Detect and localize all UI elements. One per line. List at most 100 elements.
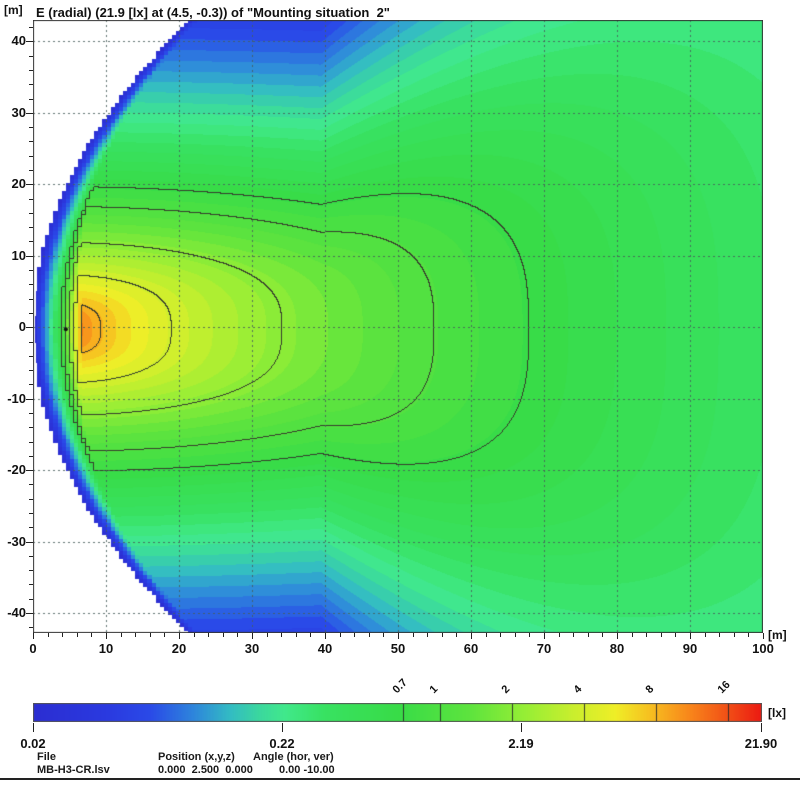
angle-value: 0.00 -10.00 (279, 764, 335, 776)
y-axis-tick (29, 198, 33, 200)
x-axis-tick (266, 633, 268, 637)
y-axis-tick (26, 612, 33, 614)
colorbar-contour-label: 0.7 (391, 677, 429, 700)
colorbar-scale-tick (32, 723, 34, 732)
colorbar-scale-label: 0.02 (20, 736, 46, 751)
x-axis-tick (120, 633, 122, 637)
x-axis-tick (704, 633, 706, 637)
position-value: 0.000 2.500 0.000 (158, 764, 253, 776)
x-axis-tick (295, 633, 297, 637)
x-axis-tick (528, 633, 530, 637)
y-axis-tick (29, 369, 33, 371)
colorbar-unit-label: [lx] (768, 706, 786, 720)
x-axis-tick (499, 633, 501, 637)
x-tick-label: 90 (682, 641, 698, 656)
x-tick-label: 0 (29, 641, 37, 656)
y-axis-tick (26, 326, 33, 328)
y-axis-tick (29, 426, 33, 428)
y-tick-label: 30 (11, 105, 26, 120)
y-axis-tick (29, 283, 33, 285)
x-axis-tick (470, 633, 472, 639)
y-axis-tick (29, 455, 33, 457)
y-axis-tick (29, 483, 33, 485)
x-tick-label: 30 (244, 641, 260, 656)
x-axis-tick (353, 633, 355, 637)
y-axis-tick (29, 412, 33, 414)
y-axis-tick (29, 598, 33, 600)
footer-file-column: File MB-H3-CR.lsv (37, 751, 110, 776)
colorbar (33, 703, 762, 722)
y-axis-tick (29, 126, 33, 128)
x-axis-tick (47, 633, 49, 637)
y-axis-tick (26, 40, 33, 42)
x-axis-unit-label: [m] (768, 628, 787, 642)
x-axis-tick (747, 633, 749, 637)
y-tick-label: -30 (7, 534, 26, 549)
y-axis-tick (29, 498, 33, 500)
y-axis-tick (29, 441, 33, 443)
y-axis-tick (29, 312, 33, 314)
colorbar-contour-label-text: 1 (427, 683, 441, 696)
y-axis-tick (29, 341, 33, 343)
x-axis-tick (543, 633, 545, 639)
x-axis-tick (762, 633, 764, 639)
y-tick-label: 20 (11, 176, 26, 191)
plot-area (33, 20, 763, 633)
y-tick-label: 40 (11, 33, 26, 48)
y-axis-tick (29, 269, 33, 271)
x-axis-tick (397, 633, 399, 639)
x-axis-tick (105, 633, 107, 639)
x-axis-tick (32, 633, 34, 639)
y-axis-tick (29, 355, 33, 357)
colorbar-scale-tick (520, 723, 522, 732)
y-axis-tick (29, 212, 33, 214)
y-axis-tick (29, 569, 33, 571)
x-tick-label: 20 (171, 641, 187, 656)
y-axis-tick (29, 512, 33, 514)
footer-angle-column: Angle (hor, ver) 0.00 -10.00 (253, 751, 335, 776)
colorbar-contour-label: 2 (500, 683, 538, 700)
position-label: Position (x,y,z) (158, 751, 235, 763)
colorbar-contour-label-text: 16 (715, 678, 733, 696)
y-axis-tick (26, 255, 33, 257)
y-axis-tick (26, 469, 33, 471)
y-axis-tick (29, 555, 33, 557)
colorbar-contour-label-text: 2 (499, 683, 513, 696)
bottom-separator-rule (0, 778, 800, 780)
y-axis-tick (26, 541, 33, 543)
colorbar-scale-tick (760, 723, 762, 732)
x-axis-tick (514, 633, 516, 637)
x-axis-tick (631, 633, 633, 637)
x-axis-tick (339, 633, 341, 637)
x-axis-tick (236, 633, 238, 637)
y-axis-tick (29, 55, 33, 57)
y-axis-tick (29, 626, 33, 628)
y-axis-tick (29, 169, 33, 171)
y-axis-tick (26, 112, 33, 114)
y-axis-tick (29, 240, 33, 242)
colorbar-scale-label: 0.22 (269, 736, 295, 751)
colorbar-gradient-canvas (33, 703, 762, 722)
x-axis-tick (455, 633, 457, 637)
x-axis-tick (587, 633, 589, 637)
x-axis-tick (616, 633, 618, 639)
x-axis-tick (660, 633, 662, 637)
x-axis-tick (309, 633, 311, 637)
y-axis-tick (29, 226, 33, 228)
x-tick-label: 100 (752, 641, 774, 656)
x-axis-tick (178, 633, 180, 639)
x-axis-tick (193, 633, 195, 637)
x-axis-tick (163, 633, 165, 637)
x-tick-label: 40 (317, 641, 333, 656)
x-tick-label: 60 (463, 641, 479, 656)
y-tick-label: 10 (11, 248, 26, 263)
x-axis-tick (426, 633, 428, 637)
file-value: MB-H3-CR.lsv (37, 764, 110, 776)
x-axis-tick (324, 633, 326, 639)
x-axis-tick (689, 633, 691, 639)
y-axis-tick (29, 298, 33, 300)
colorbar-contour-label: 4 (572, 683, 610, 700)
x-axis-tick (368, 633, 370, 637)
colorbar-scale-tick (281, 723, 283, 732)
